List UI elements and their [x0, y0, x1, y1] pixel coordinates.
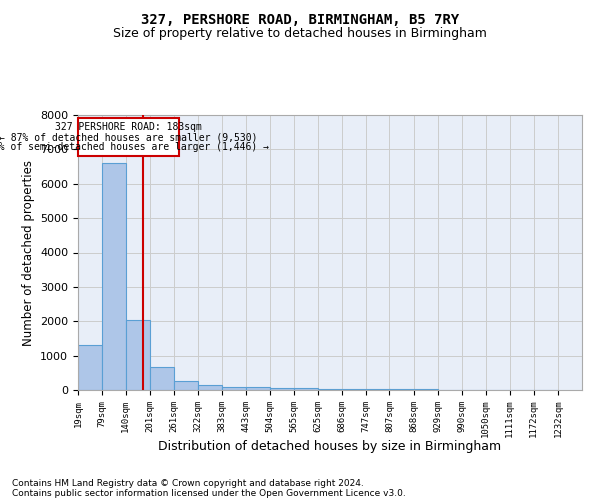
- Y-axis label: Number of detached properties: Number of detached properties: [22, 160, 35, 346]
- Bar: [222, 386, 246, 390]
- Text: ← 87% of detached houses are smaller (9,530): ← 87% of detached houses are smaller (9,…: [0, 132, 257, 142]
- Bar: [198, 385, 222, 390]
- Bar: [126, 320, 150, 390]
- Text: Contains HM Land Registry data © Crown copyright and database right 2024.: Contains HM Land Registry data © Crown c…: [12, 478, 364, 488]
- Bar: [78, 346, 102, 390]
- Text: 327 PERSHORE ROAD: 183sqm: 327 PERSHORE ROAD: 183sqm: [55, 122, 202, 132]
- Bar: [173, 381, 198, 390]
- Bar: [78, 118, 179, 156]
- Bar: [294, 388, 318, 390]
- Bar: [150, 366, 174, 390]
- Text: 327, PERSHORE ROAD, BIRMINGHAM, B5 7RY: 327, PERSHORE ROAD, BIRMINGHAM, B5 7RY: [141, 12, 459, 26]
- Bar: [341, 389, 366, 390]
- Bar: [245, 387, 270, 390]
- Bar: [102, 163, 126, 390]
- Text: 13% of semi-detached houses are larger (1,446) →: 13% of semi-detached houses are larger (…: [0, 142, 269, 152]
- X-axis label: Distribution of detached houses by size in Birmingham: Distribution of detached houses by size …: [158, 440, 502, 453]
- Text: Contains public sector information licensed under the Open Government Licence v3: Contains public sector information licen…: [12, 488, 406, 498]
- Bar: [366, 389, 390, 390]
- Bar: [317, 388, 341, 390]
- Text: Size of property relative to detached houses in Birmingham: Size of property relative to detached ho…: [113, 28, 487, 40]
- Bar: [270, 388, 294, 390]
